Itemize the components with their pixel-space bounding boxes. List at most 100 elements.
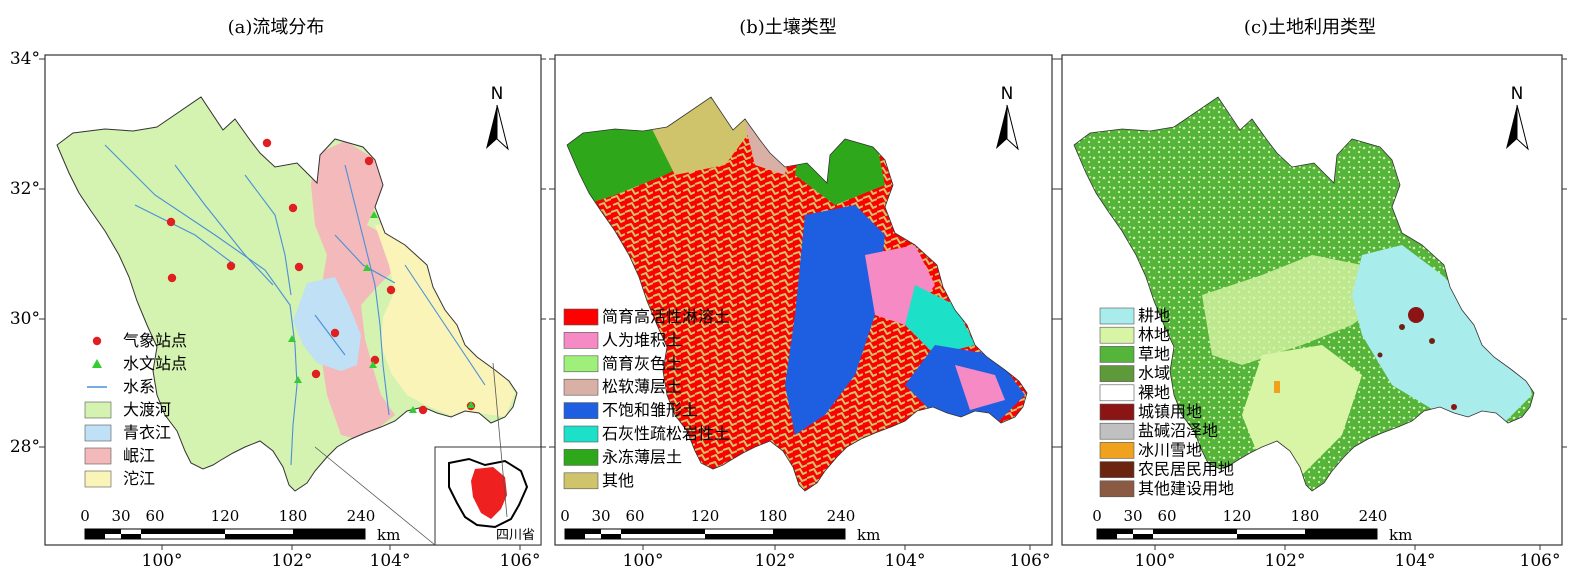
lon-label: 106°	[1010, 551, 1051, 571]
sichuan-inset-map: 四川省	[434, 446, 542, 546]
legend-item: 水文站点	[92, 354, 187, 373]
legend-label: 水系	[123, 377, 155, 396]
scale-tick-label: 30	[591, 507, 610, 525]
lon-label: 100°	[623, 551, 664, 571]
legend-swatch	[1099, 461, 1135, 478]
lon-label: 106°	[1520, 551, 1561, 571]
scale-unit: km	[857, 526, 880, 544]
legend-label: 草地	[1138, 344, 1170, 363]
legend-swatch	[1099, 384, 1135, 402]
scale-tick-label: 240	[347, 507, 376, 525]
legend-swatch	[84, 447, 112, 465]
svg-text:N: N	[491, 84, 504, 104]
legend-label: 冰川雪地	[1138, 440, 1202, 459]
weather-station	[311, 369, 321, 379]
scale-tick-label: 60	[1157, 507, 1176, 525]
legend-item: 城镇用地	[1099, 402, 1202, 421]
scale-tick-label: 180	[279, 507, 308, 525]
scale-tick-label: 240	[827, 507, 856, 525]
legend-item: 永冻薄层土	[563, 447, 682, 466]
legend-item: 冰川雪地	[1099, 440, 1202, 459]
legend-swatch	[563, 308, 599, 326]
scale-tick-label: 120	[1223, 507, 1252, 525]
legend-label: 耕地	[1138, 306, 1170, 325]
legend-label: 裸地	[1138, 383, 1170, 402]
hydro-station	[288, 335, 296, 342]
legend-item: 岷江	[84, 446, 155, 465]
weather-station	[330, 328, 340, 338]
legend-swatch	[1099, 442, 1135, 459]
scale-tick-label: 240	[1359, 507, 1388, 525]
legend-label: 气象站点	[123, 331, 187, 350]
hydro-station	[467, 401, 475, 408]
legend-swatch	[84, 470, 112, 488]
svg-text:N: N	[1001, 84, 1014, 104]
legend-label: 永冻薄层土	[602, 447, 682, 466]
hydro-station-icon	[92, 359, 102, 368]
legend-item: 沱江	[84, 469, 155, 488]
legend-item: 人为堆积土	[563, 330, 682, 349]
weather-station	[167, 273, 177, 283]
legend-label: 林地	[1138, 325, 1170, 344]
lon-label: 104°	[1395, 551, 1436, 571]
lon-label: 102°	[1265, 551, 1306, 571]
legend-swatch	[1099, 480, 1135, 498]
legend-item: 简育高活性淋溶土	[563, 307, 730, 326]
legend-swatch	[1099, 307, 1135, 325]
panel-b-soil-map: N 简育高活性淋溶土人为堆积土简育灰色土松软薄层土不饱和雏形土石灰性疏松岩性土永…	[554, 54, 1053, 546]
weather-station	[364, 156, 374, 166]
lat-label-32: 32°	[10, 179, 40, 199]
legend-item: 草地	[1099, 344, 1170, 363]
hydro-station	[294, 376, 302, 383]
legend-item: 石灰性疏松岩性土	[563, 424, 730, 443]
panel-b-title: (b)土壤类型	[739, 17, 837, 38]
legend-label: 不饱和雏形土	[602, 401, 698, 420]
hydro-station	[370, 211, 378, 218]
legend-label: 水域	[1138, 364, 1170, 383]
legend-item: 林地	[1099, 325, 1170, 344]
basin-tuojiang	[375, 223, 515, 417]
lon-label: 104°	[370, 551, 411, 571]
weather-station	[288, 203, 298, 213]
scale-unit: km	[377, 526, 400, 544]
scale-tick-label: 120	[211, 507, 240, 525]
north-arrow-icon: N	[1506, 84, 1529, 151]
scale-tick-label: 180	[759, 507, 788, 525]
legend-item: 耕地	[1099, 306, 1170, 325]
lon-label: 102°	[272, 551, 313, 571]
scale-tick-label: 60	[145, 507, 164, 525]
weather-station-icon	[92, 336, 102, 346]
lon-label: 100°	[1135, 551, 1176, 571]
legend-swatch	[563, 472, 599, 490]
legend-label: 松软薄层土	[602, 377, 682, 396]
legend-swatch	[563, 402, 599, 419]
scale-tick-label: 0	[1092, 507, 1102, 525]
scale-tick-label: 0	[560, 507, 570, 525]
legend-label: 人为堆积土	[602, 330, 682, 349]
lat-label-30: 30°	[10, 309, 40, 329]
legend-item: 气象站点	[92, 331, 187, 350]
lon-label: 100°	[142, 551, 183, 571]
hydro-station	[409, 406, 417, 413]
hydro-station	[363, 264, 371, 271]
hydro-station	[369, 361, 377, 368]
legend-label: 青衣江	[123, 423, 171, 442]
lat-label-28: 28°	[10, 437, 40, 457]
legend-item: 其他	[563, 471, 634, 490]
legend-label: 水文站点	[123, 354, 187, 373]
legend-item: 不饱和雏形土	[563, 401, 698, 420]
weather-station	[294, 262, 304, 272]
legend-swatch	[563, 378, 599, 396]
legend-swatch	[1099, 403, 1135, 421]
legend-label: 大渡河	[123, 400, 171, 419]
legend-label: 其他	[602, 471, 634, 490]
legend-swatch	[563, 332, 599, 349]
north-arrow-icon: N	[996, 84, 1019, 151]
weather-station	[226, 261, 236, 271]
scale-tick-label: 30	[1123, 507, 1142, 525]
scale-tick-label: 0	[80, 507, 90, 525]
scale-tick-label: 60	[625, 507, 644, 525]
